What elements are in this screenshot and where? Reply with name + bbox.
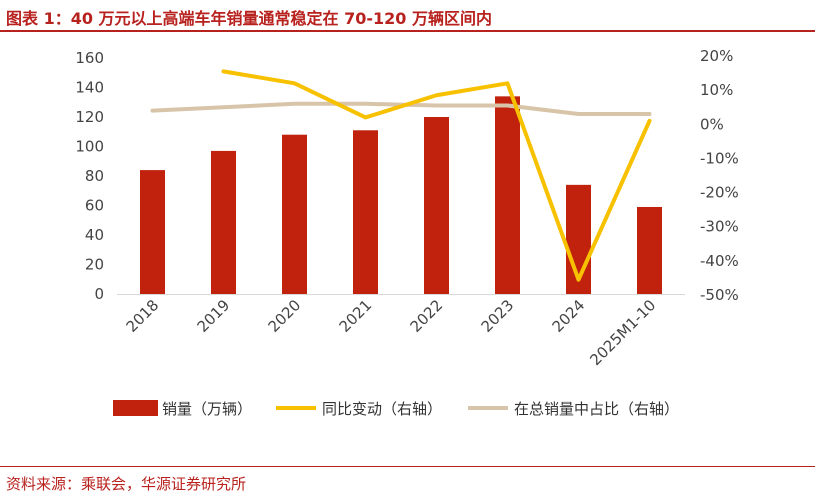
legend-label-share: 在总销量中占比（右轴） [514, 400, 679, 418]
bar-2025M1-10 [637, 206, 662, 294]
sales-chart: 0 20 40 60 80 100 120 140 160 20% 10% 0% -10% -20% -3… [75, 47, 739, 418]
left-tick-label: 100 [75, 138, 104, 156]
left-tick-label: 140 [75, 79, 104, 97]
source-note: 资料来源：乘联会，华源证券研究所 [6, 475, 247, 493]
x-tick-label: 2024 [549, 296, 589, 336]
legend-label-sales: 销量（万辆） [162, 400, 252, 418]
right-tick-label: 0% [700, 115, 724, 133]
chart-legend: 销量（万辆） 同比变动（右轴） 在总销量中占比（右轴） [113, 400, 679, 418]
yoy-change-line [221, 69, 652, 282]
right-tick-label: 20% [700, 47, 733, 65]
x-tick-label: 2021 [336, 296, 376, 336]
bar-2021 [353, 130, 378, 294]
right-tick-label: 10% [700, 81, 733, 99]
legend-label-yoy: 同比变动（右轴） [322, 400, 442, 418]
left-axis-ticks: 0 20 40 60 80 100 120 140 160 [75, 49, 104, 303]
left-tick-label: 0 [94, 285, 104, 303]
line-series [150, 69, 652, 282]
bar-2022 [424, 117, 449, 294]
x-tick-label: 2018 [123, 296, 163, 336]
left-tick-label: 20 [85, 256, 104, 274]
x-tick-label: 2022 [407, 296, 447, 336]
bar-2019 [211, 150, 236, 294]
title-divider [0, 30, 815, 32]
left-tick-label: 160 [75, 49, 104, 67]
left-tick-label: 60 [85, 197, 104, 215]
bar-2023 [495, 96, 520, 294]
right-tick-label: -50% [700, 286, 739, 304]
x-tick-label: 2020 [265, 296, 305, 336]
bar-2020 [282, 134, 307, 294]
right-tick-label: -20% [700, 184, 739, 202]
right-tick-label: -10% [700, 149, 739, 167]
x-tick-label: 2023 [478, 296, 518, 336]
left-tick-label: 120 [75, 108, 104, 126]
x-tick-label: 2019 [194, 296, 234, 336]
right-tick-label: -30% [700, 218, 739, 236]
x-tick-label: 2025M1-10 [586, 296, 659, 369]
bar-2018 [140, 170, 165, 294]
left-tick-label: 40 [85, 226, 104, 244]
right-axis-ticks: 20% 10% 0% -10% -20% -30% -40% -50% [700, 47, 739, 304]
footer-divider [0, 466, 815, 467]
left-tick-label: 80 [85, 167, 104, 185]
figure-title: 图表 1：40 万元以上高端车年销量通常稳定在 70-120 万辆区间内 [6, 9, 492, 28]
right-tick-label: -40% [700, 252, 739, 270]
legend-swatch-sales [113, 400, 158, 416]
